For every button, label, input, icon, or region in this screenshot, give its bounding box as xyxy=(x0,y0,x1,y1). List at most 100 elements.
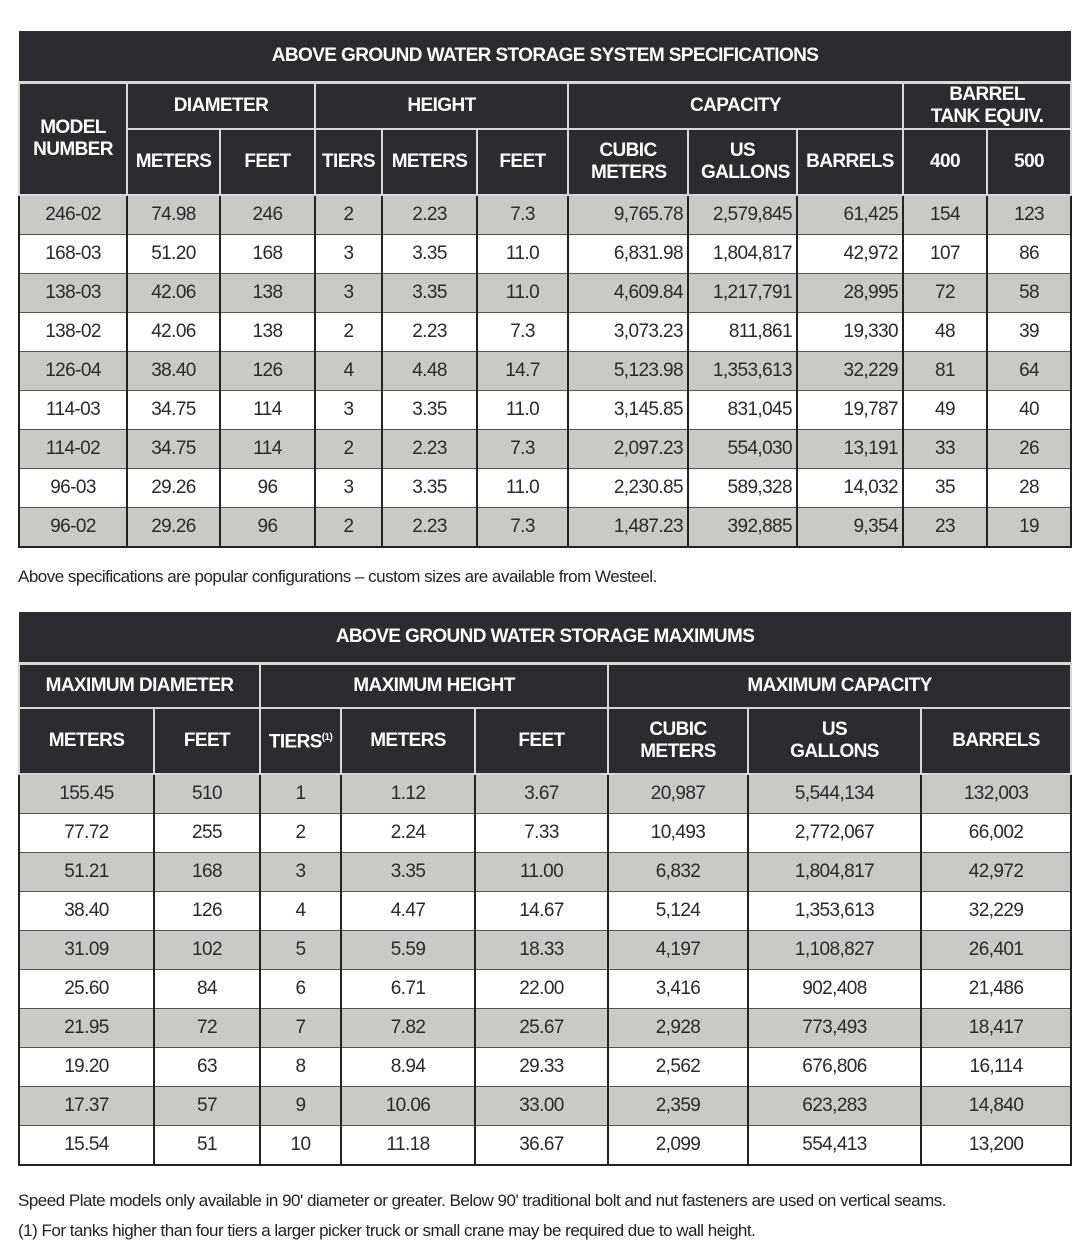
table-cell: 2,097.23 xyxy=(567,429,689,469)
table-cell: 34.75 xyxy=(126,390,221,430)
table-cell: 96 xyxy=(219,468,316,508)
table-cell: 123 xyxy=(985,194,1073,235)
table-cell: 3.67 xyxy=(474,773,609,814)
table-cell: 14,840 xyxy=(919,1085,1073,1126)
table-cell: 57 xyxy=(153,1085,261,1126)
table-cell: 1,804,817 xyxy=(687,234,798,274)
table-cell: 8 xyxy=(259,1046,342,1087)
table-cell: 21,486 xyxy=(919,968,1073,1009)
table-cell: 3.35 xyxy=(381,390,478,430)
header-height-feet: FEET xyxy=(474,706,609,775)
table-cell: 6 xyxy=(259,968,342,1009)
table-cell: 14.7 xyxy=(476,351,569,391)
table-cell: 168 xyxy=(219,234,316,274)
header-tiers: TIERS(1) xyxy=(259,706,342,775)
table-cell: 773,493 xyxy=(747,1007,922,1048)
table-cell: 28,995 xyxy=(796,273,904,313)
table-cell: 554,030 xyxy=(687,429,798,469)
table-cell: 42,972 xyxy=(796,234,904,274)
table-cell: 5,124 xyxy=(607,890,749,931)
table-cell: 38.40 xyxy=(126,351,221,391)
table-cell: 2 xyxy=(314,507,383,548)
table-cell: 126 xyxy=(219,351,316,391)
table-cell: 126-04 xyxy=(18,351,128,391)
table-row: 96-02 29.26 96 2 2.23 7.3 1,487.23 392,885 9,354… xyxy=(18,507,1073,548)
table-cell: 22.00 xyxy=(474,968,609,1009)
table-cell: 3.35 xyxy=(381,273,478,313)
table-cell: 25.60 xyxy=(18,968,155,1009)
table-cell: 3 xyxy=(314,390,383,430)
table-cell: 86 xyxy=(985,234,1073,274)
table-cell: 1,217,791 xyxy=(687,273,798,313)
table-cell: 3,416 xyxy=(607,968,749,1009)
table-cell: 21.95 xyxy=(18,1007,155,1048)
table-cell: 48 xyxy=(902,312,988,352)
table-cell: 49 xyxy=(902,390,988,430)
table-cell: 114-03 xyxy=(18,390,128,430)
header-height-meters: METERS xyxy=(340,706,476,775)
table-cell: 11.0 xyxy=(476,234,569,274)
table-cell: 58 xyxy=(985,273,1073,313)
table-cell: 2.23 xyxy=(381,429,478,469)
table-row: 114-02 34.75 114 2 2.23 7.3 2,097.23 554,030 13,… xyxy=(18,429,1073,469)
table-cell: 138-02 xyxy=(18,312,128,352)
table-cell: 4,609.84 xyxy=(567,273,689,313)
table-cell: 114 xyxy=(219,390,316,430)
table-cell: 96-02 xyxy=(18,507,128,548)
table-cell: 1,353,613 xyxy=(747,890,922,931)
table-cell: 77.72 xyxy=(18,812,155,853)
table-cell: 1,487.23 xyxy=(567,507,689,548)
table-row: 17.37 57 9 10.06 33.00 2,359 623,283 14,840 xyxy=(18,1085,1073,1126)
table-row: 38.40 126 4 4.47 14.67 5,124 1,353,613 32,229 xyxy=(18,890,1073,931)
table-cell: 2.23 xyxy=(381,507,478,548)
table-cell: 34.75 xyxy=(126,429,221,469)
header-us-gallons: US GALLONS xyxy=(747,706,922,775)
table-row: 21.95 72 7 7.82 25.67 2,928 773,493 18,417 xyxy=(18,1007,1073,1048)
table-cell: 1,108,827 xyxy=(747,929,922,970)
table-cell: 2 xyxy=(314,429,383,469)
table-cell: 74.98 xyxy=(126,194,221,235)
table-cell: 255 xyxy=(153,812,261,853)
maximums-body: 155.45 510 1 1.12 3.67 20,987 5,544,134 132,003… xyxy=(18,773,1073,1165)
table-cell: 40 xyxy=(985,390,1073,430)
table-cell: 676,806 xyxy=(747,1046,922,1087)
table-cell: 1,353,613 xyxy=(687,351,798,391)
header-meters: METERS xyxy=(18,706,155,775)
table-cell: 554,413 xyxy=(747,1124,922,1165)
table-cell: 31.09 xyxy=(18,929,155,970)
specifications-body: 246-02 74.98 246 2 2.23 7.3 9,765.78 2,579,845 6… xyxy=(18,194,1073,548)
table-cell: 11.00 xyxy=(474,851,609,892)
table-row: 96-03 29.26 96 3 3.35 11.0 2,230.85 589,328 14,0… xyxy=(18,468,1073,508)
table-cell: 2,772,067 xyxy=(747,812,922,853)
table-cell: 10,493 xyxy=(607,812,749,853)
table-cell: 26,401 xyxy=(919,929,1073,970)
table-cell: 7.3 xyxy=(476,312,569,352)
header-model-number: MODEL NUMBER xyxy=(18,81,128,196)
header-barrel-tank-equiv: BARREL TANK EQUIV. xyxy=(901,81,1073,130)
table-cell: 7.3 xyxy=(476,429,569,469)
table-cell: 3,145.85 xyxy=(567,390,689,430)
table-cell: 72 xyxy=(902,273,988,313)
table-cell: 1,804,817 xyxy=(747,851,922,892)
table-cell: 3 xyxy=(259,851,342,892)
table-cell: 2 xyxy=(314,194,383,235)
table-cell: 831,045 xyxy=(687,390,798,430)
table-row: 168-03 51.20 168 3 3.35 11.0 6,831.98 1,804,817… xyxy=(18,234,1073,274)
table-cell: 114-02 xyxy=(18,429,128,469)
table-cell: 29.26 xyxy=(126,507,221,548)
table-cell: 6,832 xyxy=(607,851,749,892)
speed-plate-note: Speed Plate models only available in 90'… xyxy=(18,1191,946,1210)
table-cell: 51 xyxy=(153,1124,261,1165)
table-cell: 102 xyxy=(153,929,261,970)
table-cell: 39 xyxy=(985,312,1073,352)
header-height: HEIGHT xyxy=(314,81,569,130)
header-barrels: BARRELS xyxy=(796,128,904,196)
table-cell: 7.3 xyxy=(476,194,569,235)
table-cell: 16,114 xyxy=(919,1046,1073,1087)
table-cell: 42.06 xyxy=(126,273,221,313)
header-capacity: CAPACITY xyxy=(567,81,904,130)
table-cell: 3 xyxy=(314,234,383,274)
header-max-diameter: MAXIMUM DIAMETER xyxy=(18,662,261,709)
tiers-label: TIERS xyxy=(268,731,323,753)
table-cell: 13,191 xyxy=(796,429,904,469)
